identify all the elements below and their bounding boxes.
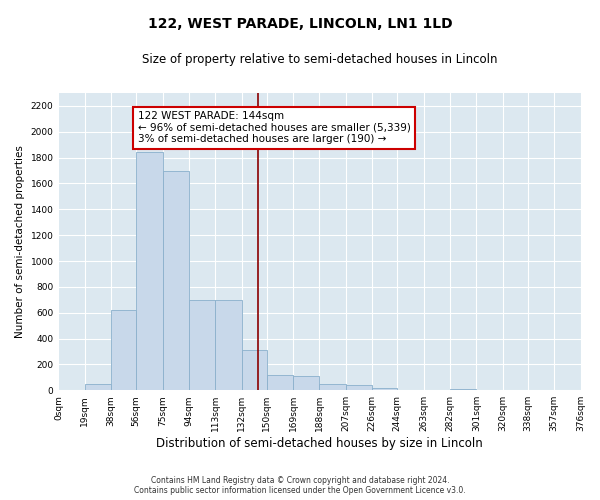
Bar xyxy=(215,300,242,390)
Text: 122 WEST PARADE: 144sqm
← 96% of semi-detached houses are smaller (5,339)
3% of : 122 WEST PARADE: 144sqm ← 96% of semi-de… xyxy=(137,111,410,144)
X-axis label: Distribution of semi-detached houses by size in Lincoln: Distribution of semi-detached houses by … xyxy=(156,437,483,450)
Bar xyxy=(372,388,397,390)
Bar xyxy=(450,389,476,390)
Text: Contains HM Land Registry data © Crown copyright and database right 2024.
Contai: Contains HM Land Registry data © Crown c… xyxy=(134,476,466,495)
Bar xyxy=(111,310,136,390)
Bar xyxy=(85,384,111,390)
Bar xyxy=(293,376,319,390)
Bar xyxy=(266,374,293,390)
Y-axis label: Number of semi-detached properties: Number of semi-detached properties xyxy=(15,145,25,338)
Title: Size of property relative to semi-detached houses in Lincoln: Size of property relative to semi-detach… xyxy=(142,52,497,66)
Bar xyxy=(189,300,215,390)
Bar xyxy=(136,152,163,390)
Text: 122, WEST PARADE, LINCOLN, LN1 1LD: 122, WEST PARADE, LINCOLN, LN1 1LD xyxy=(148,18,452,32)
Bar xyxy=(163,170,189,390)
Bar xyxy=(242,350,266,390)
Bar xyxy=(346,385,372,390)
Bar xyxy=(319,384,346,390)
